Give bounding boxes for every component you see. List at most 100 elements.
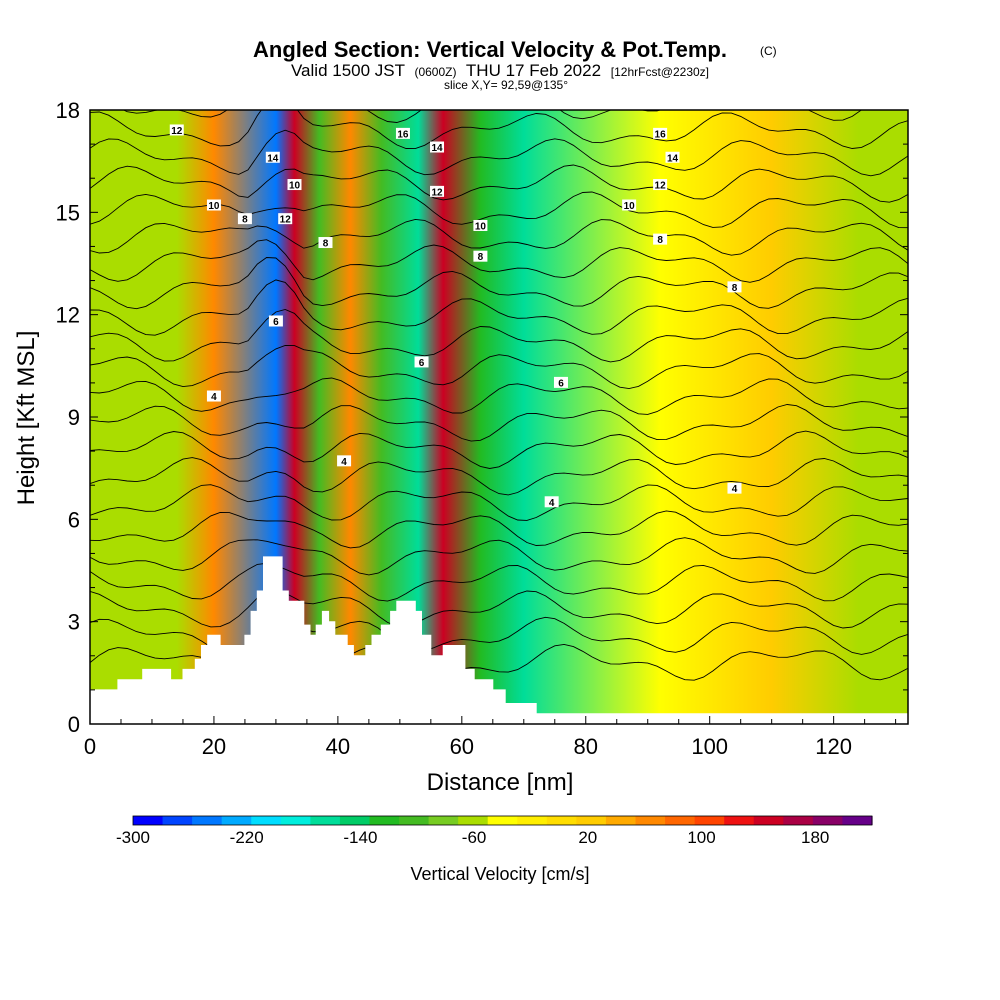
valid-utc: (0600Z) (414, 65, 456, 79)
contour-label: 8 (727, 281, 742, 294)
isentrope-line (90, 164, 908, 203)
svg-text:12: 12 (280, 215, 292, 226)
y-tick-label: 3 (68, 610, 80, 635)
colorbar-tick-label: -140 (343, 828, 377, 847)
contour-label: 6 (268, 315, 283, 328)
colorbar-frame (132, 815, 873, 826)
isentrope-line (90, 110, 908, 150)
svg-text:14: 14 (267, 153, 279, 164)
x-tick-label: 0 (84, 734, 96, 759)
x-tick-label: 100 (691, 734, 728, 759)
isentrope-line (90, 257, 908, 310)
y-tick-label: 0 (68, 712, 80, 737)
y-tick-label: 6 (68, 507, 80, 532)
chart-title: Angled Section: Vertical Velocity & Pot.… (253, 37, 727, 62)
contour-label: 16 (395, 127, 410, 140)
svg-text:8: 8 (242, 215, 248, 226)
contour-label: 4 (206, 390, 221, 403)
y-tick-label: 15 (56, 200, 80, 225)
contour-label: 8 (318, 237, 333, 250)
colorbar-segment (694, 816, 725, 825)
contour-labels: 12 10 8 14 12 10 6 8 4 4 16 14 12 10 8 6 6 4 16 14 12 10 8 8 4 (169, 124, 742, 509)
svg-text:12: 12 (431, 187, 443, 198)
colorbar-segment (665, 816, 696, 825)
colorbar-tick-label: 180 (801, 828, 829, 847)
contour-label: 10 (473, 219, 488, 232)
svg-text:14: 14 (667, 153, 679, 164)
svg-text:8: 8 (732, 283, 738, 294)
colorbar-segment (339, 816, 371, 825)
svg-text:16: 16 (397, 129, 409, 140)
svg-text:4: 4 (549, 498, 555, 509)
colorbar-segment (576, 816, 607, 825)
y-axis: 0 3 6 9 12 15 18 (56, 98, 908, 737)
valid-date: THU 17 Feb 2022 (466, 61, 601, 80)
valid-time-line: Valid 1500 JST (0600Z) THU 17 Feb 2022 [… (291, 61, 709, 80)
colorbar-segment (753, 816, 784, 825)
contour-label: 12 (653, 179, 668, 192)
svg-text:8: 8 (323, 239, 329, 250)
contour-label: 16 (653, 127, 668, 140)
colorbar-segment (280, 816, 311, 825)
contour-label: 10 (287, 179, 302, 192)
colorbar-label: Vertical Velocity [cm/s] (410, 864, 589, 884)
contour-label: 10 (622, 199, 637, 212)
colorbar-segment (635, 816, 666, 825)
svg-text:4: 4 (732, 484, 738, 495)
forecast-tag: [12hrFcst@2230z] (611, 65, 709, 79)
isentrope-line (90, 457, 908, 496)
colorbar-segment (221, 816, 252, 825)
colorbar-segment (458, 816, 489, 825)
colorbar-segment (133, 816, 164, 825)
isentrope-line (90, 430, 908, 469)
x-axis: 0 20 40 60 80 100 120 (84, 716, 897, 759)
svg-text:10: 10 (289, 181, 301, 192)
isentrope-line (90, 510, 908, 549)
svg-text:16: 16 (655, 129, 667, 140)
svg-text:4: 4 (211, 392, 217, 403)
terrain-mask (90, 556, 908, 724)
velocity-field (90, 110, 908, 724)
contour-label: 8 (653, 233, 668, 246)
x-tick-label: 120 (815, 734, 852, 759)
colorbar-tick-label: 20 (578, 828, 597, 847)
isentrope-line (90, 484, 908, 521)
contour-label: 4 (337, 455, 352, 468)
colorbar-segment (369, 816, 400, 825)
x-axis-label: Distance [nm] (427, 769, 574, 796)
svg-text:8: 8 (478, 252, 484, 263)
isentrope-line (90, 191, 908, 229)
isentrope-line (90, 590, 908, 629)
contour-label: 8 (237, 213, 252, 226)
contour-label: 14 (265, 151, 280, 164)
colorbar-segment (783, 816, 814, 825)
chart-title-units: (C) (760, 44, 777, 58)
y-tick-label: 9 (68, 405, 80, 430)
colorbar-segment (487, 816, 518, 825)
svg-text:12: 12 (171, 126, 183, 137)
contour-label: 8 (473, 250, 488, 263)
contour-label: 14 (665, 151, 680, 164)
y-tick-label: 18 (56, 98, 80, 123)
x-tick-label: 80 (574, 734, 598, 759)
contour-label: 6 (414, 356, 429, 369)
colorbar-segment (605, 816, 637, 825)
colorbar-tick-label: -300 (116, 828, 150, 847)
contour-label: 4 (727, 482, 742, 495)
y-tick-label: 12 (56, 303, 80, 328)
isentrope-line (90, 345, 908, 390)
colorbar-tick-label: -220 (230, 828, 264, 847)
y-axis-label: Height [Kft MSL] (13, 331, 40, 506)
isentrope-line (90, 562, 908, 602)
colorbar-tick-label: -60 (462, 828, 487, 847)
svg-text:10: 10 (208, 201, 220, 212)
colorbar-segment (251, 816, 282, 825)
isentrope-line (90, 537, 908, 576)
potential-temperature-contours (90, 110, 908, 681)
isentrope-line (90, 377, 908, 415)
contour-label: 12 (430, 185, 445, 198)
valid-prefix: Valid 1500 JST (291, 61, 405, 80)
colorbar-segment (517, 816, 548, 825)
contour-label: 12 (169, 124, 184, 137)
svg-text:6: 6 (419, 358, 425, 369)
